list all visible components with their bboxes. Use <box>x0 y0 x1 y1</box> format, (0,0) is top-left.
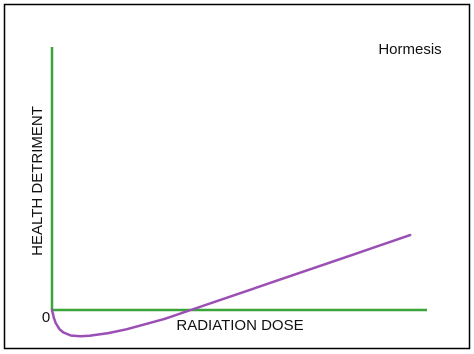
y-tick-label: 0 <box>42 309 50 326</box>
chart-title: Hormesis <box>378 41 441 58</box>
y-axis-label: HEALTH DETRIMENT <box>29 106 46 256</box>
frame <box>3 3 471 350</box>
curve <box>50 233 412 338</box>
x-axis-label: RADIATION DOSE <box>176 317 303 334</box>
